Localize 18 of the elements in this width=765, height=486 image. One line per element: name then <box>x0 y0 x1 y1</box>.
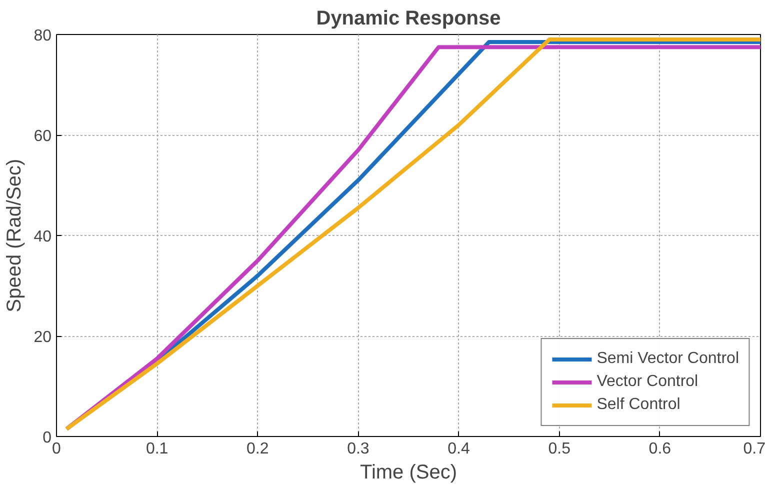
y-tick-label: 60 <box>34 128 52 145</box>
x-tick-label: 0.4 <box>448 440 470 458</box>
y-tick-label: 20 <box>34 329 52 346</box>
legend-label: Vector Control <box>596 373 698 391</box>
legend-label: Self Control <box>596 396 680 414</box>
y-axis-title: Speed (Rad/Sec) <box>4 158 26 312</box>
x-tick-label: 0.6 <box>648 440 672 458</box>
chart-title: Dynamic Response <box>316 8 501 30</box>
x-tick-label: 0.7 <box>743 440 765 458</box>
x-tick-label: 0.2 <box>246 440 269 458</box>
x-tick-label: 0.1 <box>146 440 168 458</box>
x-tick-label: 0.5 <box>548 440 571 458</box>
y-tick-label: 80 <box>34 28 52 44</box>
x-axis-title: Time (Sec) <box>360 462 458 484</box>
y-tick-label: 40 <box>34 228 52 246</box>
y-tick-label: 0 <box>42 430 52 446</box>
legend-label: Semi Vector Control <box>596 350 739 368</box>
x-tick-label: 0.3 <box>347 440 370 458</box>
